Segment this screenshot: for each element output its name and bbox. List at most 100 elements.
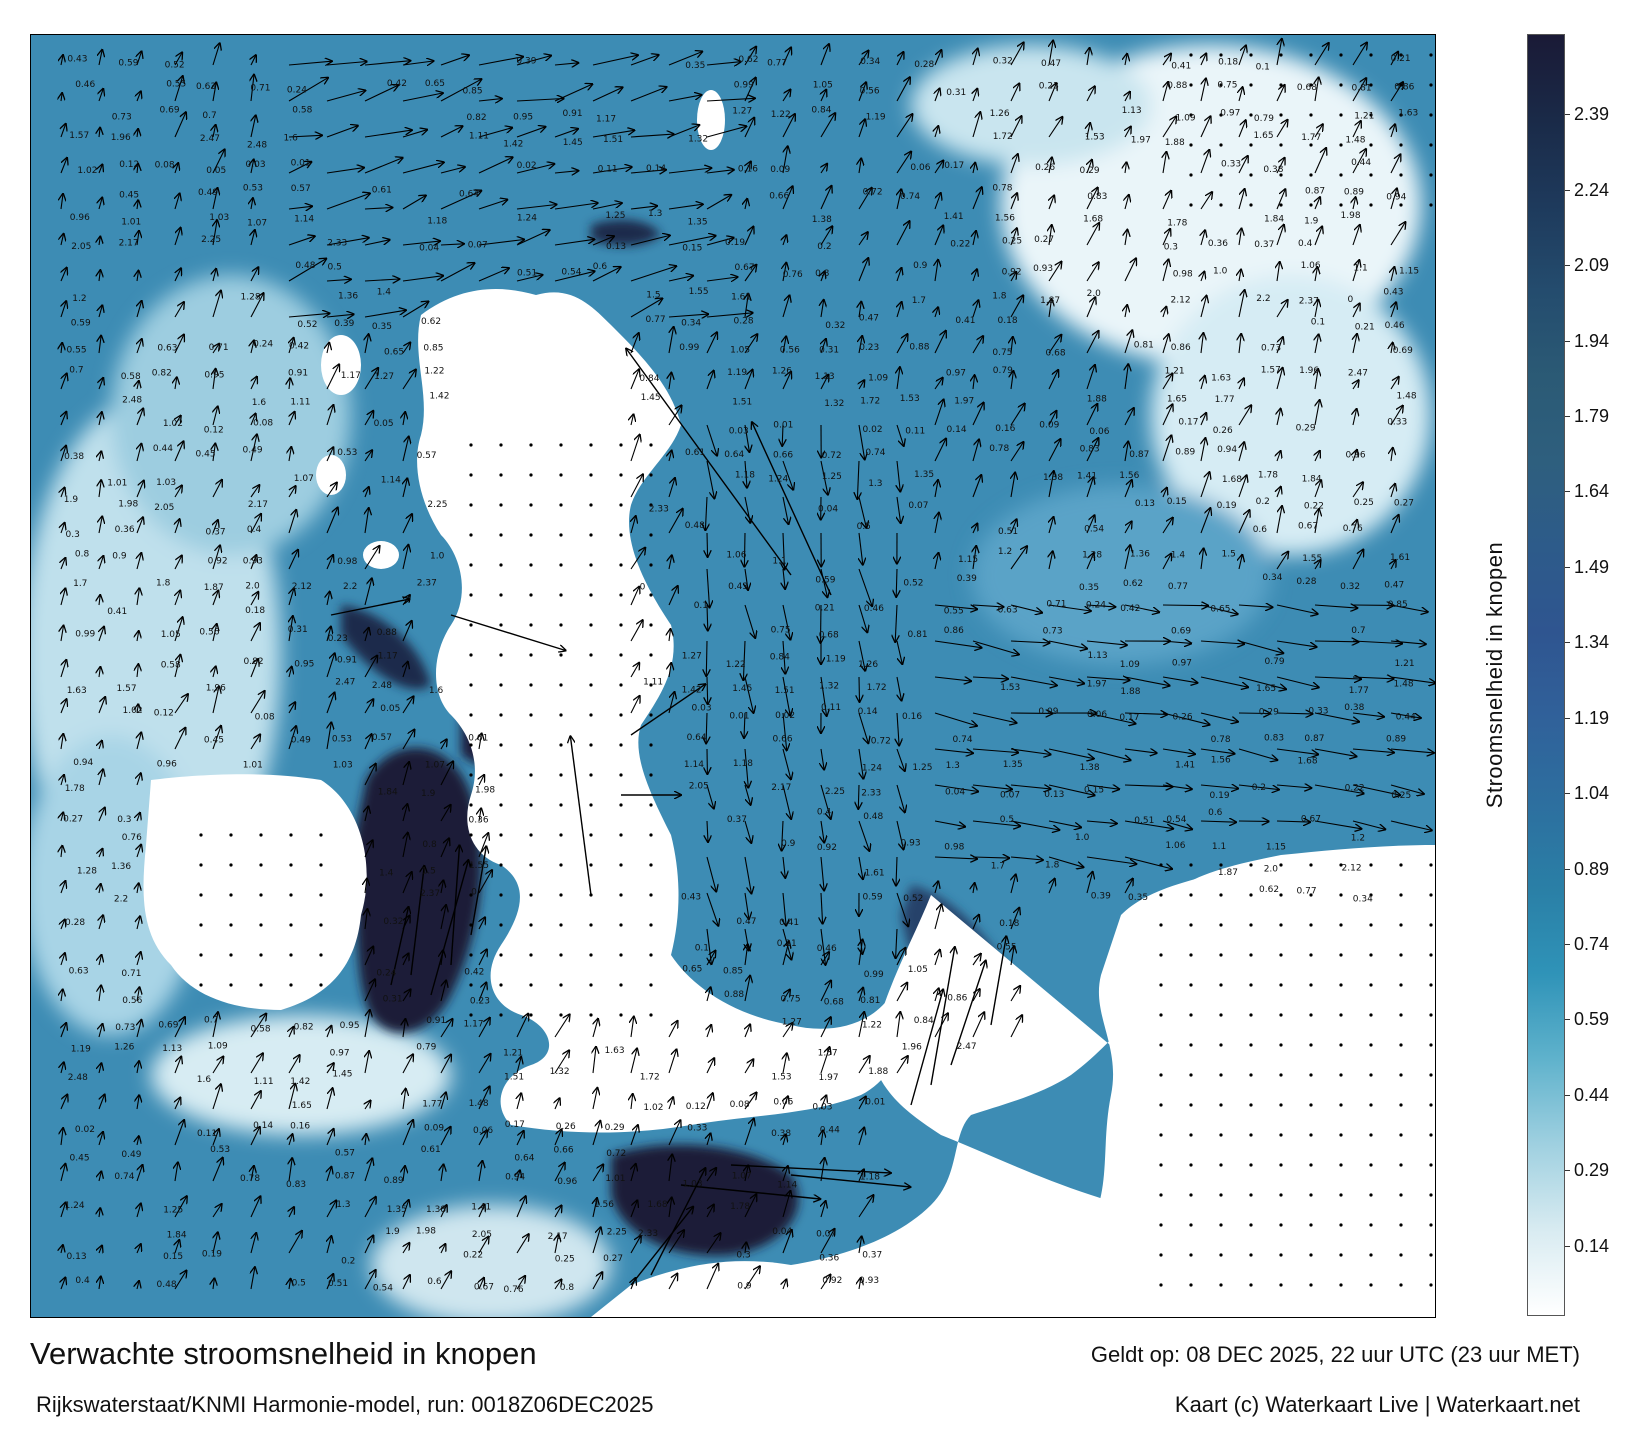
grid-dot [619, 863, 623, 867]
current-arrow [1010, 193, 1017, 210]
speed-label: 0.46 [1385, 321, 1405, 331]
current-arrow [98, 697, 105, 714]
current-arrow [99, 378, 103, 390]
grid-dot [499, 593, 503, 597]
speed-label: 0.71 [250, 83, 270, 93]
speed-label: 0.35 [1128, 893, 1148, 903]
current-arrow [935, 950, 940, 966]
current-arrow [1086, 553, 1094, 570]
speed-label: 0.19 [1217, 501, 1237, 511]
grid-dot [1339, 1043, 1343, 1047]
speed-label: 0.58 [121, 372, 141, 382]
speed-label: 0.2 [817, 242, 831, 252]
current-arrow [950, 961, 986, 1066]
current-arrow [440, 191, 481, 210]
speed-label: 2.17 [248, 500, 268, 510]
speed-label: 0.29 [605, 1123, 625, 1133]
current-arrow [859, 302, 861, 318]
speed-label: 0.76 [122, 833, 142, 843]
grid-dot [1189, 1283, 1193, 1287]
speed-label: 2.0 [245, 582, 260, 592]
current-arrow [1314, 148, 1326, 174]
speed-label: 0.61 [372, 185, 392, 195]
speed-label: 0.09 [1038, 707, 1058, 717]
current-arrow [858, 1195, 873, 1218]
grid-dot [1279, 113, 1283, 117]
current-arrow [402, 196, 426, 210]
current-arrow [706, 170, 734, 173]
speed-label: 0.93 [859, 1276, 879, 1286]
current-arrow [706, 1168, 716, 1182]
current-arrow [1353, 450, 1357, 462]
current-arrow [175, 1162, 178, 1182]
current-arrow [896, 892, 908, 926]
grid-dot [1399, 1133, 1403, 1137]
speed-label: 0.56 [860, 87, 880, 97]
current-arrow [1352, 225, 1360, 246]
current-arrow [744, 1119, 754, 1146]
grid-dot [529, 443, 533, 447]
speed-label: 0.64 [514, 1154, 534, 1164]
current-arrow [440, 167, 465, 174]
current-arrow [972, 784, 1012, 789]
current-arrow [289, 616, 293, 642]
current-arrow [440, 761, 453, 786]
current-arrow [858, 820, 869, 851]
grid-dot [1399, 1253, 1403, 1257]
grid-dot [559, 953, 563, 957]
current-arrow [1352, 641, 1402, 644]
speed-label: 2.33 [649, 505, 669, 515]
current-arrow [1163, 307, 1166, 318]
current-arrow [782, 90, 790, 102]
speed-label: 1.21 [1165, 366, 1185, 376]
grid-dot [559, 683, 563, 687]
speed-label: 0.77 [646, 315, 666, 325]
grid-dot [1159, 1103, 1163, 1107]
current-arrow [668, 1274, 677, 1290]
current-arrow [1125, 230, 1127, 246]
speed-label: 0.9 [913, 261, 928, 271]
current-arrow [859, 1236, 862, 1254]
current-arrow [326, 364, 339, 390]
current-arrow [897, 676, 902, 701]
speed-label: 0.18 [245, 606, 265, 616]
current-arrow [289, 412, 295, 426]
speed-label: 0.49 [121, 1150, 141, 1160]
speed-label: 0.8 [560, 1283, 575, 1293]
grid-dot [619, 893, 623, 897]
speed-label: 0.12 [204, 426, 224, 436]
current-arrow [1049, 879, 1055, 894]
current-arrow [1048, 856, 1084, 867]
speed-label: 0.5 [857, 522, 871, 532]
speed-label: 0.18 [1218, 58, 1238, 68]
speed-label: 1.41 [1077, 471, 1097, 481]
colorbar-tick-mark [1565, 340, 1570, 342]
grid-dot [1279, 983, 1283, 987]
map-credit: Kaart (c) Waterkaart Live | Waterkaart.n… [1174, 1392, 1580, 1417]
colorbar-tick-mark [1565, 642, 1570, 644]
speed-label: 1.84 [1264, 215, 1284, 225]
speed-label: 0.11 [905, 427, 925, 437]
current-arrow [1238, 748, 1277, 760]
speed-label: 0.41 [1171, 62, 1191, 72]
speed-label: 1.3 [868, 479, 882, 489]
current-arrow [289, 1279, 291, 1290]
speed-label: 1.36 [111, 862, 131, 872]
grid-dot [1339, 53, 1343, 57]
current-arrow [1010, 43, 1024, 66]
current-arrow [137, 129, 138, 138]
grid-dot [1309, 1193, 1313, 1197]
current-arrow [1124, 713, 1167, 714]
current-arrow [668, 52, 702, 66]
current-arrow [1352, 78, 1366, 102]
grid-dot [1189, 923, 1193, 927]
current-arrow [934, 604, 977, 609]
speed-label: 2.48 [372, 681, 392, 691]
map-canvas: 0.43 0.59 0.52 0.39 0.350.62 0.77 0.34 0.28 0.32… [31, 35, 1435, 1317]
speed-label: 0.6 [427, 1277, 442, 1287]
current-arrow [897, 496, 901, 523]
grid-dot [1309, 203, 1313, 207]
grid-dot [1399, 923, 1403, 927]
current-arrow [783, 640, 785, 674]
grid-dot [1279, 1073, 1283, 1077]
